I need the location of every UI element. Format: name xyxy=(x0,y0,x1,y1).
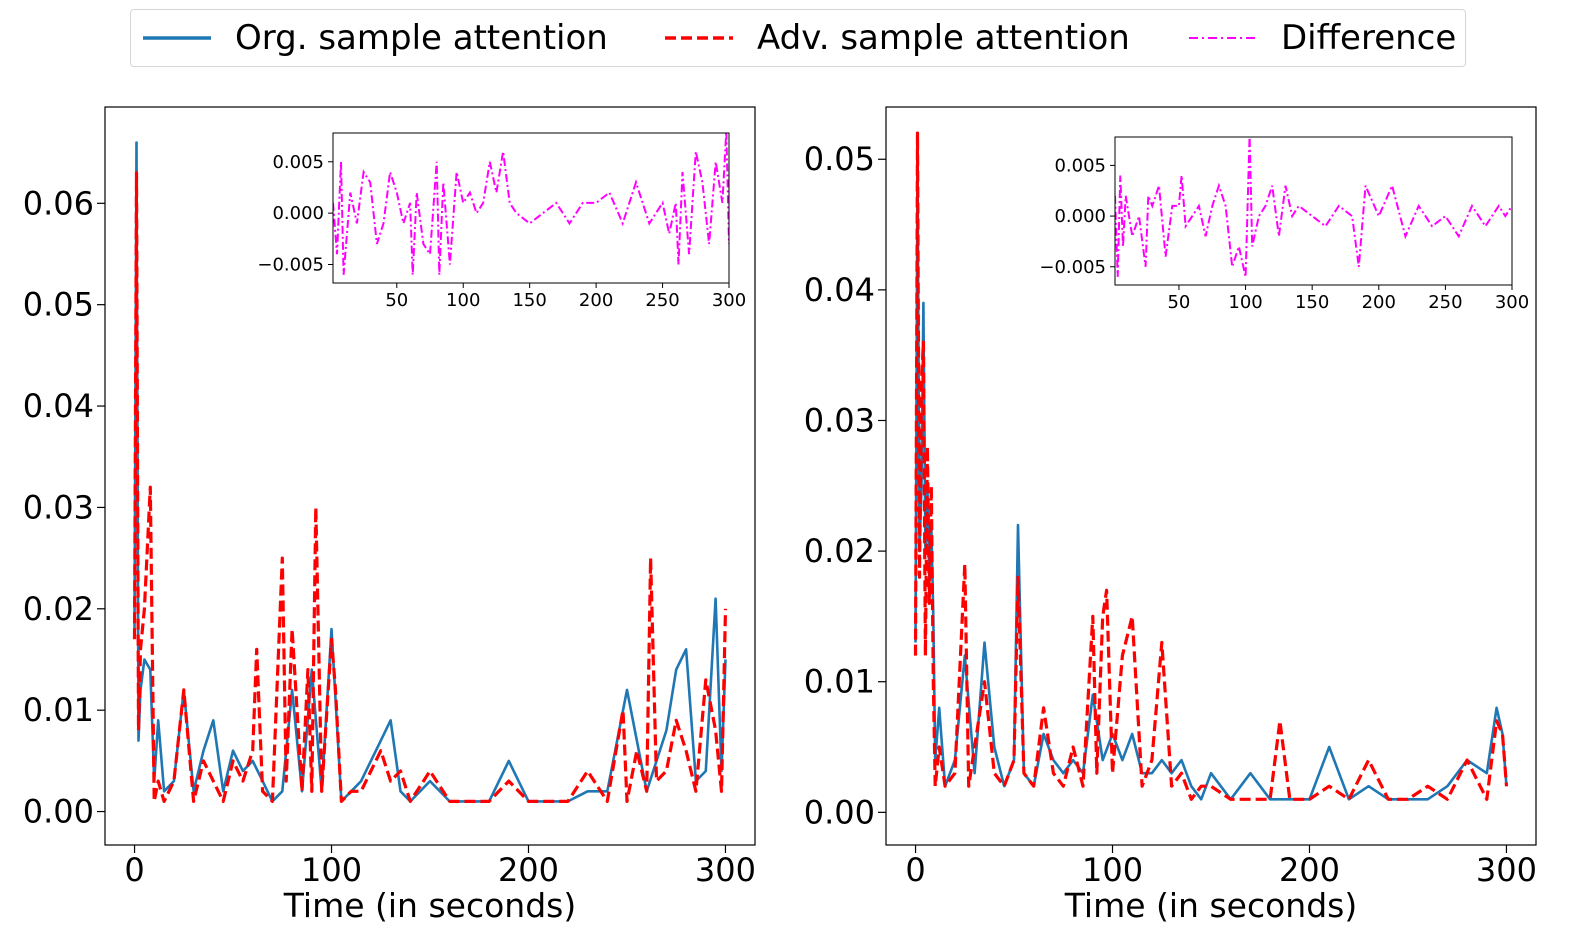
y-tick-label: 0.03 xyxy=(23,488,94,526)
inset-y-tick-label: −0.005 xyxy=(1039,257,1106,278)
inset-frame xyxy=(332,132,730,284)
inset-x-tick-label: 100 xyxy=(446,290,480,311)
x-tick-label: 0 xyxy=(124,851,144,889)
y-tick-label: 0.04 xyxy=(23,387,94,425)
inset-x-tick-label: 250 xyxy=(645,290,679,311)
legend-label-diff: Difference xyxy=(1281,18,1457,58)
inset-background xyxy=(333,133,729,283)
inset-y-tick-label: −0.005 xyxy=(257,255,324,276)
inset-y-tick-label: 0.005 xyxy=(272,152,324,173)
chart-panel-1: 0 100 200 300 0.00 0.01 0.02 0.03 0.04 0.05 0.06 Ti… xyxy=(23,106,756,925)
y-tick-label: 0.05 xyxy=(23,286,94,324)
x-axis-label: Time (in seconds) xyxy=(1064,886,1357,925)
y-tick-label: 0.02 xyxy=(23,590,94,628)
legend-swatch-diff xyxy=(1189,37,1257,39)
legend-label-org: Org. sample attention xyxy=(235,18,608,58)
inset-panel: 50 100 150 200 250 300 −0.005 0.000 0.005 xyxy=(1039,136,1529,313)
y-tick-label: 0.06 xyxy=(23,184,94,222)
inset-x-tick-label: 100 xyxy=(1228,292,1262,313)
legend-swatch-org xyxy=(143,36,211,40)
x-tick-label: 300 xyxy=(695,851,756,889)
inset-x-tick-label: 200 xyxy=(579,290,613,311)
inset-background xyxy=(1115,137,1512,285)
inset-x-tick-label: 150 xyxy=(1295,292,1329,313)
y-tick-label: 0.00 xyxy=(23,793,94,831)
x-axis-label: Time (in seconds) xyxy=(283,886,576,925)
chart-panel-2: 0 100 200 300 0.00 0.01 0.02 0.03 0.04 0.05 Time (… xyxy=(804,106,1537,925)
axes-frame xyxy=(885,106,1537,846)
x-tick-label: 100 xyxy=(1082,851,1143,889)
inset-panel: 50 100 150 200 250 300 −0.005 0.000 0.005 xyxy=(257,132,746,311)
series-line-org xyxy=(133,141,727,803)
series-line-diff xyxy=(1115,137,1512,278)
inset-y-tick-label: 0.000 xyxy=(272,203,324,224)
inset-y-tick-label: 0.000 xyxy=(1054,206,1106,227)
y-tick-label: 0.01 xyxy=(804,663,875,701)
x-tick-label: 0 xyxy=(905,851,925,889)
x-tick-label: 200 xyxy=(1279,851,1340,889)
x-tick-label: 200 xyxy=(498,851,559,889)
inset-x-tick-label: 200 xyxy=(1362,292,1396,313)
y-tick-label: 0.05 xyxy=(804,140,875,178)
inset-x-tick-label: 300 xyxy=(1495,292,1529,313)
legend-item-org: Org. sample attention xyxy=(141,10,608,66)
axes-frame xyxy=(104,106,756,846)
legend-label-adv: Adv. sample attention xyxy=(757,18,1130,58)
series-line-adv xyxy=(132,171,728,804)
y-tick-label: 0.00 xyxy=(804,793,875,831)
x-tick-label: 100 xyxy=(301,851,362,889)
series-line-adv xyxy=(913,131,1509,801)
inset-x-tick-label: 50 xyxy=(385,290,408,311)
y-tick-label: 0.01 xyxy=(23,691,94,729)
inset-x-tick-label: 300 xyxy=(712,290,746,311)
y-tick-label: 0.02 xyxy=(804,532,875,570)
legend-item-diff: Difference xyxy=(1187,10,1456,66)
legend-swatch-adv xyxy=(665,36,733,40)
inset-x-tick-label: 250 xyxy=(1428,292,1462,313)
series-line-diff xyxy=(333,133,729,275)
inset-y-tick-label: 0.005 xyxy=(1054,155,1106,176)
inset-frame xyxy=(1114,136,1513,286)
inset-x-tick-label: 50 xyxy=(1167,292,1190,313)
x-tick-label: 300 xyxy=(1476,851,1537,889)
y-tick-label: 0.03 xyxy=(804,401,875,439)
legend: Org. sample attention Adv. sample attent… xyxy=(130,9,1466,67)
inset-x-tick-label: 150 xyxy=(512,290,546,311)
legend-item-adv: Adv. sample attention xyxy=(663,10,1130,66)
y-tick-label: 0.04 xyxy=(804,271,875,309)
